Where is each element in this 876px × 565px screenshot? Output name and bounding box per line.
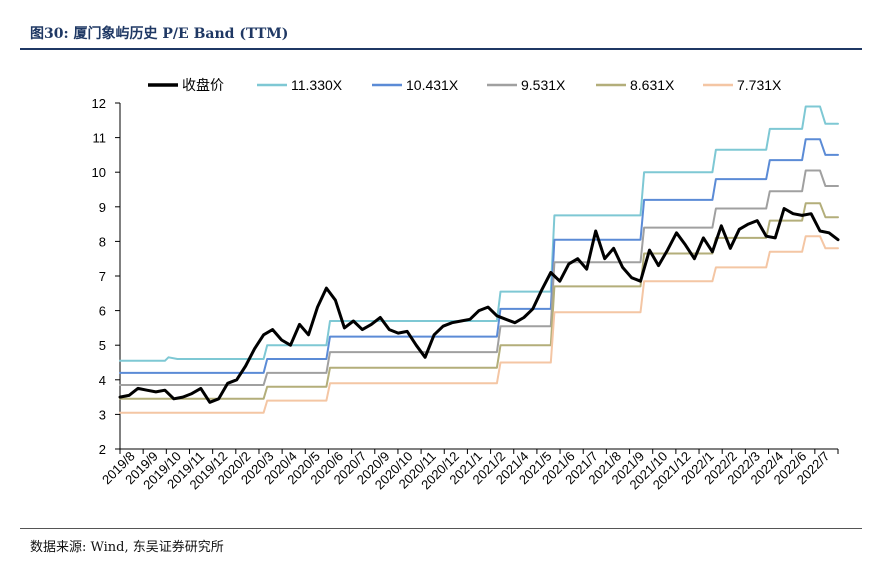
legend-label: 收盘价 xyxy=(182,77,224,93)
y-tick-label: 5 xyxy=(99,338,106,353)
axes: 234567891011122019/82019/92019/102019/11… xyxy=(92,96,839,492)
legend-label: 9.531X xyxy=(521,77,566,93)
plot-area xyxy=(118,105,840,414)
title-rule xyxy=(20,48,862,50)
y-tick-label: 8 xyxy=(99,234,106,249)
footer-rule xyxy=(20,528,862,529)
y-tick-label: 6 xyxy=(99,304,106,319)
legend-label: 7.731X xyxy=(737,77,782,93)
series-line-0 xyxy=(118,207,840,404)
series-line-3 xyxy=(119,169,839,386)
y-tick-label: 11 xyxy=(93,131,107,146)
y-tick-label: 9 xyxy=(99,200,106,215)
y-tick-label: 12 xyxy=(92,96,106,111)
series-line-2 xyxy=(119,138,839,374)
series-line-4 xyxy=(119,202,839,400)
y-tick-label: 10 xyxy=(92,165,106,180)
legend-label: 8.631X xyxy=(630,77,675,93)
legend-label: 10.431X xyxy=(406,77,459,93)
series-line-5 xyxy=(119,235,839,414)
y-tick-label: 4 xyxy=(99,373,106,388)
series-line-1 xyxy=(119,105,839,362)
legend: 收盘价 11.330X 10.431X 9.531X 8.631X 7.731X xyxy=(148,77,782,93)
figure-title: 图30: 厦门象屿历史 P/E Band (TTM) xyxy=(30,26,289,42)
source-note: 数据来源: Wind, 东吴证券研究所 xyxy=(30,540,224,555)
y-tick-label: 7 xyxy=(99,269,106,284)
y-tick-label: 3 xyxy=(99,407,106,422)
legend-label: 11.330X xyxy=(291,77,343,93)
y-tick-label: 2 xyxy=(99,442,106,457)
